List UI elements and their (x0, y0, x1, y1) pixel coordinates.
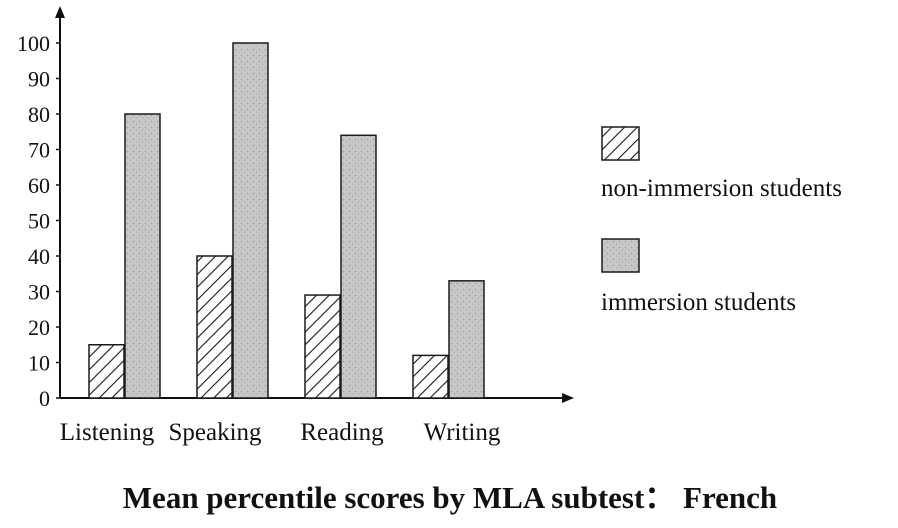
x-axis-arrow (562, 393, 574, 403)
bar-group (88, 42, 485, 399)
bar-non-immersion-writing (412, 354, 449, 399)
y-tick-label: 10 (28, 351, 50, 376)
bar-immersion-listening (124, 113, 161, 399)
y-tick-label: 40 (28, 244, 50, 269)
chart-title: Mean percentile scores by MLA subtest： F… (123, 480, 777, 515)
bar-immersion-speaking (232, 42, 269, 399)
y-tick-label: 80 (28, 102, 50, 127)
y-tick-label: 50 (28, 209, 50, 234)
y-tick-label: 30 (28, 280, 50, 305)
category-label-writing: Writing (424, 419, 501, 446)
bar-immersion-writing (448, 280, 485, 399)
category-label-reading: Reading (300, 419, 384, 446)
y-tick-label: 20 (28, 315, 50, 340)
bar-non-immersion-speaking (196, 255, 233, 399)
y-tick-label: 0 (39, 386, 50, 411)
category-label-speaking: Speaking (168, 419, 262, 446)
legend-swatch-non-immersion (601, 126, 640, 161)
y-tick-group: 0 10 20 30 40 50 60 70 80 90 100 (17, 31, 60, 411)
y-tick-label: 60 (28, 173, 50, 198)
y-tick-label: 70 (28, 138, 50, 163)
category-label-group: Listening Speaking Reading Writing (60, 419, 501, 446)
bar-non-immersion-reading (304, 294, 341, 399)
legend: non-immersion students immersion student… (601, 126, 842, 316)
y-axis-arrow (55, 6, 65, 18)
legend-swatch-immersion (601, 238, 640, 273)
bar-immersion-reading (340, 134, 377, 399)
bar-non-immersion-listening (88, 344, 125, 399)
legend-label-non-immersion: non-immersion students (601, 175, 842, 202)
y-tick-label: 90 (28, 67, 50, 92)
legend-label-immersion: immersion students (601, 289, 796, 316)
category-label-listening: Listening (60, 419, 155, 446)
y-tick-label: 100 (17, 31, 50, 56)
